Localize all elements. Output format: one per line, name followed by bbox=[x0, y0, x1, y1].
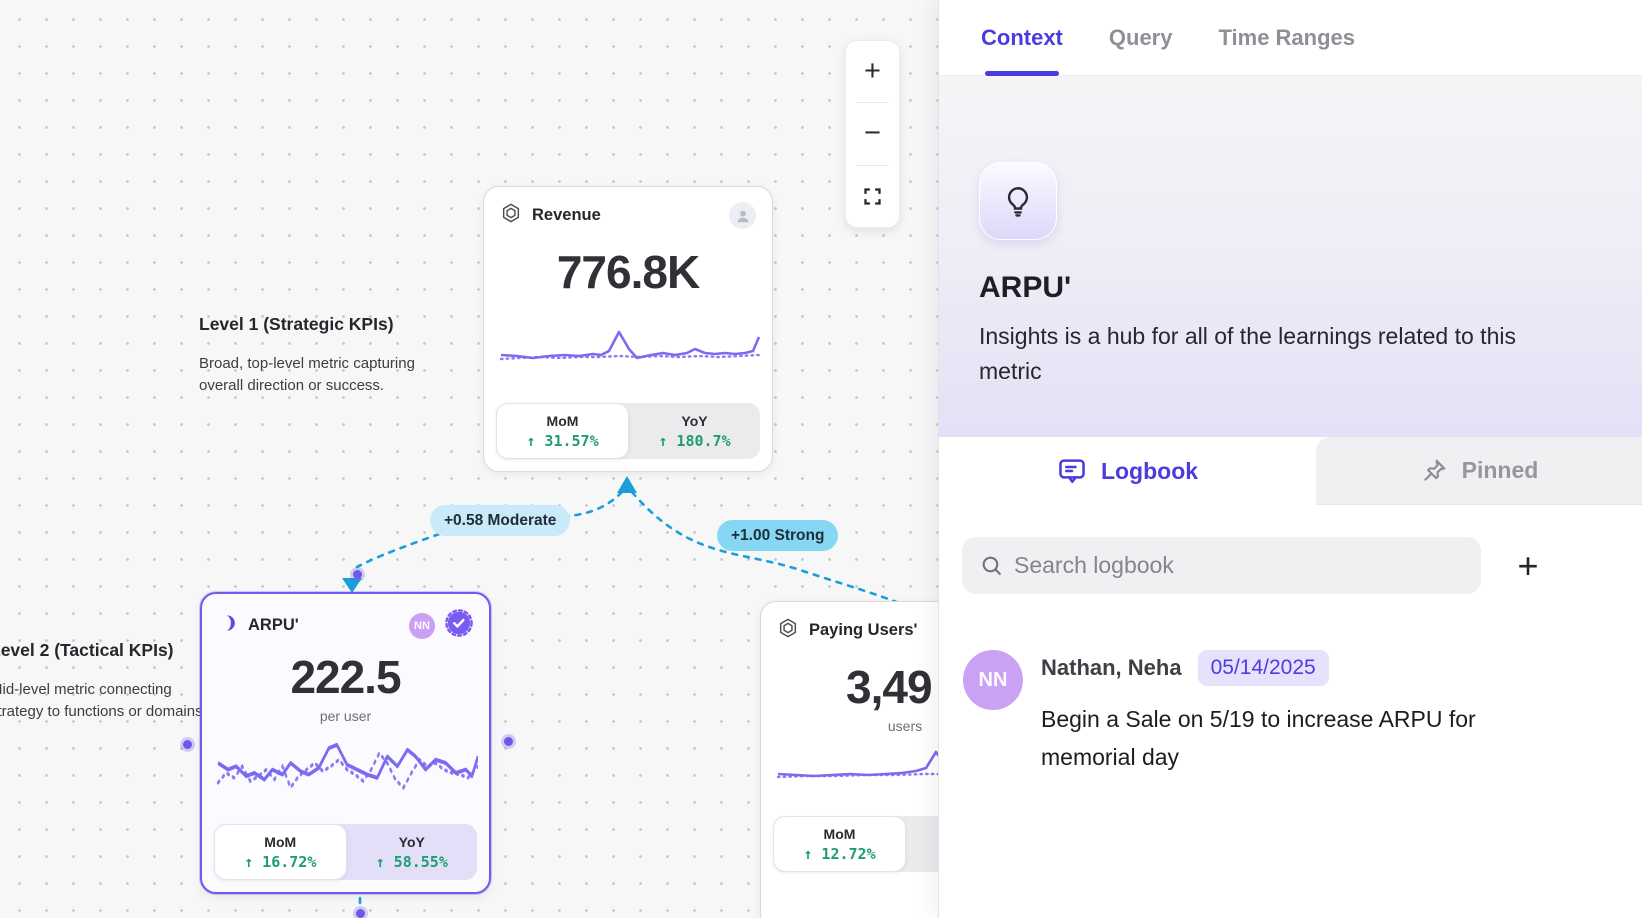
logbook-pinned-tabs: Logbook Pinned bbox=[939, 437, 1642, 505]
mom-stat[interactable]: MoM ↑ 16.72% bbox=[214, 824, 347, 880]
logbook-entry[interactable]: NN Nathan, Neha 05/14/2025 Begin a Sale … bbox=[963, 650, 1618, 776]
metric-value: 3,49 bbox=[846, 661, 933, 713]
metric-card-revenue[interactable]: Revenue 776.8K MoM ↑ 31.57% YoY ↑ 180.7% bbox=[483, 186, 773, 472]
assignee-avatar-icon[interactable] bbox=[729, 202, 756, 229]
verified-badge-icon bbox=[445, 609, 473, 642]
search-input[interactable] bbox=[1014, 537, 1454, 594]
arpu-top-handle[interactable] bbox=[353, 570, 362, 579]
arrowhead-into-revenue bbox=[617, 476, 637, 493]
mom-stat[interactable]: MoM ↑ 12.72% bbox=[773, 816, 906, 872]
metric-value: 222.5 bbox=[290, 651, 401, 703]
metric-unit: users bbox=[887, 718, 923, 734]
yoy-stat[interactable]: YoY bbox=[906, 816, 938, 872]
edge-label-moderate[interactable]: +0.58 Moderate bbox=[430, 505, 571, 536]
divider bbox=[856, 102, 889, 104]
panel-tab-bar: Context Query Time Ranges bbox=[939, 0, 1642, 76]
entry-message: Begin a Sale on 5/19 to increase ARPU fo… bbox=[1041, 706, 1476, 770]
arpu-bottom-handle[interactable] bbox=[356, 909, 365, 918]
level-1-title: Level 1 (Strategic KPIs) bbox=[199, 314, 394, 334]
stats-row: MoM ↑ 31.57% YoY ↑ 180.7% bbox=[496, 403, 760, 459]
yoy-stat[interactable]: YoY ↑ 58.55% bbox=[375, 833, 448, 871]
fullscreen-icon bbox=[864, 188, 881, 205]
tab-time-ranges[interactable]: Time Ranges bbox=[1218, 24, 1356, 50]
crescent-moon-icon bbox=[218, 613, 238, 638]
stats-row: MoM ↑ 16.72% YoY ↑ 58.55% bbox=[214, 824, 477, 880]
level-1-label: Level 1 (Strategic KPIs) Broad, top-leve… bbox=[199, 314, 439, 397]
panel-metric-subtitle: Insights is a hub for all of the learnin… bbox=[979, 323, 1516, 384]
panel-metric-title: ARPU' bbox=[979, 271, 1072, 304]
metric-tree-canvas[interactable]: Level 1 (Strategic KPIs) Broad, top-leve… bbox=[0, 0, 938, 918]
insight-tile bbox=[979, 162, 1057, 240]
tab-query[interactable]: Query bbox=[1108, 24, 1173, 50]
logbook-search[interactable] bbox=[962, 537, 1481, 594]
canvas-zoom-controls: + − bbox=[845, 40, 900, 228]
lightbulb-icon bbox=[1007, 187, 1029, 217]
entry-date-badge[interactable]: 05/14/2025 bbox=[1197, 650, 1329, 686]
search-icon bbox=[982, 556, 1001, 575]
divider bbox=[856, 164, 889, 166]
card-title: Paying Users' bbox=[809, 621, 918, 639]
metric-context-header: ARPU' Insights is a hub for all of the l… bbox=[939, 76, 1642, 437]
tab-logbook[interactable]: Logbook bbox=[939, 437, 1316, 505]
metric-unit: per user bbox=[319, 708, 372, 724]
collaborator-avatar: NN bbox=[409, 612, 435, 639]
context-panel: Context Query Time Ranges ARPU' Insights… bbox=[938, 0, 1642, 918]
logbook-icon bbox=[1059, 459, 1085, 483]
entry-avatar: NN bbox=[963, 650, 1023, 710]
tab-pinned[interactable]: Pinned bbox=[1316, 437, 1642, 505]
zoom-out-button[interactable]: − bbox=[864, 117, 881, 150]
entry-author: Nathan, Neha bbox=[1041, 655, 1182, 680]
level-2-label: Level 2 (Tactical KPIs) Mid-level metric… bbox=[0, 640, 216, 723]
sparkline bbox=[216, 742, 478, 791]
mom-stat[interactable]: MoM ↑ 31.57% bbox=[496, 403, 629, 459]
sparkline bbox=[776, 750, 938, 779]
hexagon-metric-icon bbox=[777, 617, 799, 644]
metric-card-arpu[interactable]: ARPU' NN 222.5 per user MoM bbox=[200, 592, 491, 894]
level-2-description: Mid-level metric connecting strategy to … bbox=[0, 681, 207, 720]
level-2-title: Level 2 (Tactical KPIs) bbox=[0, 640, 174, 660]
sparkline bbox=[499, 330, 760, 361]
card-title: ARPU' bbox=[248, 616, 299, 634]
level-1-description: Broad, top-level metric capturing overal… bbox=[199, 355, 415, 394]
edge-label-strong[interactable]: +1.00 Strong bbox=[717, 520, 839, 551]
metric-value: 776.8K bbox=[556, 246, 700, 298]
arpu-left-handle[interactable] bbox=[183, 740, 192, 749]
arrowhead-into-arpu bbox=[342, 578, 362, 593]
stats-row: MoM ↑ 12.72% YoY bbox=[773, 816, 938, 872]
fit-view-button[interactable] bbox=[846, 166, 899, 227]
pushpin-icon bbox=[1423, 459, 1446, 481]
metric-card-paying-users[interactable]: Paying Users' 3,49 users MoM ↑ 12.72% Yo… bbox=[760, 601, 938, 918]
yoy-stat[interactable]: YoY ↑ 180.7% bbox=[658, 412, 731, 450]
tab-context[interactable]: Context bbox=[981, 0, 1063, 76]
hexagon-metric-icon bbox=[500, 202, 522, 229]
pinned-label: Pinned bbox=[1461, 457, 1539, 483]
add-entry-button[interactable]: + bbox=[1505, 543, 1551, 589]
arpu-right-handle[interactable] bbox=[504, 737, 513, 746]
zoom-in-button[interactable]: + bbox=[864, 55, 881, 88]
card-title: Revenue bbox=[532, 206, 601, 224]
logbook-label: Logbook bbox=[1100, 457, 1199, 484]
logbook-toolbar: + bbox=[962, 537, 1618, 594]
